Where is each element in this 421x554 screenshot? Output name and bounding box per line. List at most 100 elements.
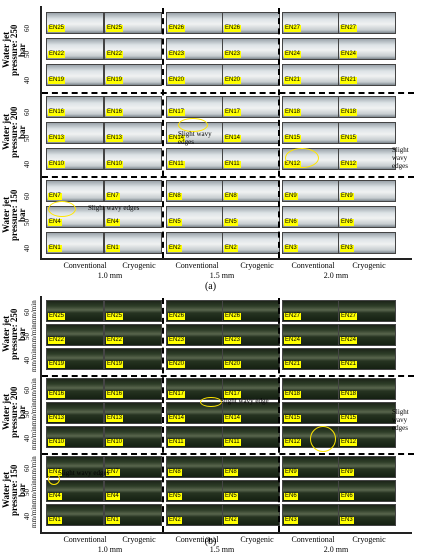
sample-image: EN13 [104, 122, 162, 144]
sample-id-label: EN16 [48, 109, 66, 116]
sample-id-label: EN23 [168, 51, 186, 58]
sample-id-label: EN2 [168, 245, 182, 252]
sample-id-label: EN10 [106, 161, 124, 168]
pressure-label-250: Water jet pressure: 250 bar [1, 24, 27, 76]
sample-image: EN26 [222, 300, 280, 322]
sample-id-label: EN11 [224, 161, 241, 168]
sample-id-label: EN12 [340, 161, 358, 168]
highlight-ellipse [200, 397, 222, 407]
sample-id-label: EN25 [48, 25, 66, 32]
highlight-ellipse [310, 426, 336, 452]
feed-label: 60 mm/min [23, 378, 38, 402]
sample-id-label: EN14 [168, 415, 186, 422]
sample-id-label: EN21 [340, 361, 358, 368]
sample-id-label: EN18 [284, 109, 302, 116]
y-axis-line [40, 296, 42, 532]
sample-id-label: EN17 [168, 109, 186, 116]
sample-image: EN6 [338, 206, 396, 228]
sample-image: EN2 [166, 232, 224, 254]
sample-id-label: EN20 [224, 361, 242, 368]
sample-id-label: EN9 [284, 193, 298, 200]
sample-id-label: EN20 [168, 361, 186, 368]
sample-image: EN9 [282, 180, 340, 202]
sample-id-label: EN3 [284, 517, 298, 524]
sample-image: EN21 [282, 64, 340, 86]
feed-label: 40 mm/min [23, 426, 38, 450]
sample-id-label: EN25 [48, 313, 66, 320]
sample-id-label: EN9 [340, 193, 354, 200]
sample-image: EN4 [104, 480, 162, 502]
sample-id-label: EN23 [224, 337, 242, 344]
sample-id-label: EN8 [168, 193, 182, 200]
pressure-label-150: Water jet pressure: 150 bar [1, 189, 27, 241]
sample-id-label: EN4 [106, 219, 120, 226]
sample-id-label: EN5 [168, 493, 182, 500]
sample-id-label: EN1 [48, 517, 62, 524]
sample-id-label: EN14 [224, 135, 242, 142]
pressure-label-200: Water jet pressure: 200 bar [1, 106, 27, 158]
sample-id-label: EN7 [48, 193, 62, 200]
sample-image: EN13 [104, 402, 162, 424]
sample-id-label: EN23 [168, 337, 186, 344]
sample-image: EN26 [166, 300, 224, 322]
sample-image: EN10 [104, 426, 162, 448]
feed-label: 50 mm/min [23, 402, 38, 426]
sample-id-label: EN4 [106, 493, 120, 500]
sample-id-label: EN14 [168, 135, 186, 142]
sample-image: EN10 [46, 426, 104, 448]
annotation-text: Slight wavy edges [58, 469, 110, 477]
sample-image: EN17 [222, 96, 280, 118]
sample-id-label: EN21 [284, 361, 302, 368]
sample-image: EN27 [282, 12, 340, 34]
panel-a: Water jet pressure: 250 bar Water jet pr… [0, 0, 421, 280]
sample-id-label: EN16 [106, 391, 124, 398]
sample-id-label: EN24 [340, 51, 358, 58]
column-label: Cryogenic [352, 535, 386, 544]
feed-label: 50 [23, 219, 31, 227]
sample-id-label: EN3 [284, 245, 298, 252]
sample-id-label: EN18 [340, 109, 358, 116]
feed-label: 40 mm/min [23, 348, 38, 372]
x-axis-line [40, 258, 412, 260]
sample-image: EN3 [282, 504, 340, 526]
sample-image: EN23 [166, 324, 224, 346]
sample-image: EN25 [46, 300, 104, 322]
sample-id-label: EN25 [106, 25, 124, 32]
feed-label: 60 [23, 25, 31, 33]
sample-image: EN19 [46, 64, 104, 86]
sample-id-label: EN16 [106, 109, 124, 116]
sample-image: EN26 [222, 12, 280, 34]
sample-image: EN25 [104, 300, 162, 322]
depth-label: 1.0 mm [97, 271, 123, 280]
sample-id-label: EN11 [168, 439, 185, 446]
sample-image: EN1 [46, 232, 104, 254]
sample-id-label: EN9 [340, 469, 354, 476]
sample-id-label: EN15 [340, 135, 358, 142]
sample-image: EN11 [222, 148, 280, 170]
sample-image: EN19 [104, 348, 162, 370]
sample-id-label: EN17 [224, 109, 242, 116]
sample-image: EN24 [338, 324, 396, 346]
sample-id-label: EN22 [48, 337, 66, 344]
sample-id-label: EN2 [224, 517, 238, 524]
sample-image: EN14 [222, 122, 280, 144]
sample-image: EN9 [338, 180, 396, 202]
sample-id-label: EN27 [284, 25, 302, 32]
sample-id-label: EN19 [106, 77, 124, 84]
sample-image: EN16 [104, 96, 162, 118]
sample-id-label: EN19 [48, 77, 66, 84]
sample-id-label: EN1 [106, 245, 120, 252]
column-label: Conventional [63, 261, 107, 270]
sample-image: EN4 [104, 206, 162, 228]
sample-id-label: EN15 [284, 135, 302, 142]
highlight-ellipse [48, 473, 60, 485]
sample-image: EN13 [46, 402, 104, 424]
annotation-text: Slight wavy edges [178, 130, 212, 146]
sample-id-label: EN17 [168, 391, 186, 398]
sample-id-label: EN27 [340, 313, 358, 320]
sample-id-label: EN6 [340, 493, 354, 500]
column-label: Conventional [63, 535, 107, 544]
sample-image: EN12 [338, 426, 396, 448]
column-label: Cryogenic [122, 261, 156, 270]
sample-image: EN20 [222, 64, 280, 86]
